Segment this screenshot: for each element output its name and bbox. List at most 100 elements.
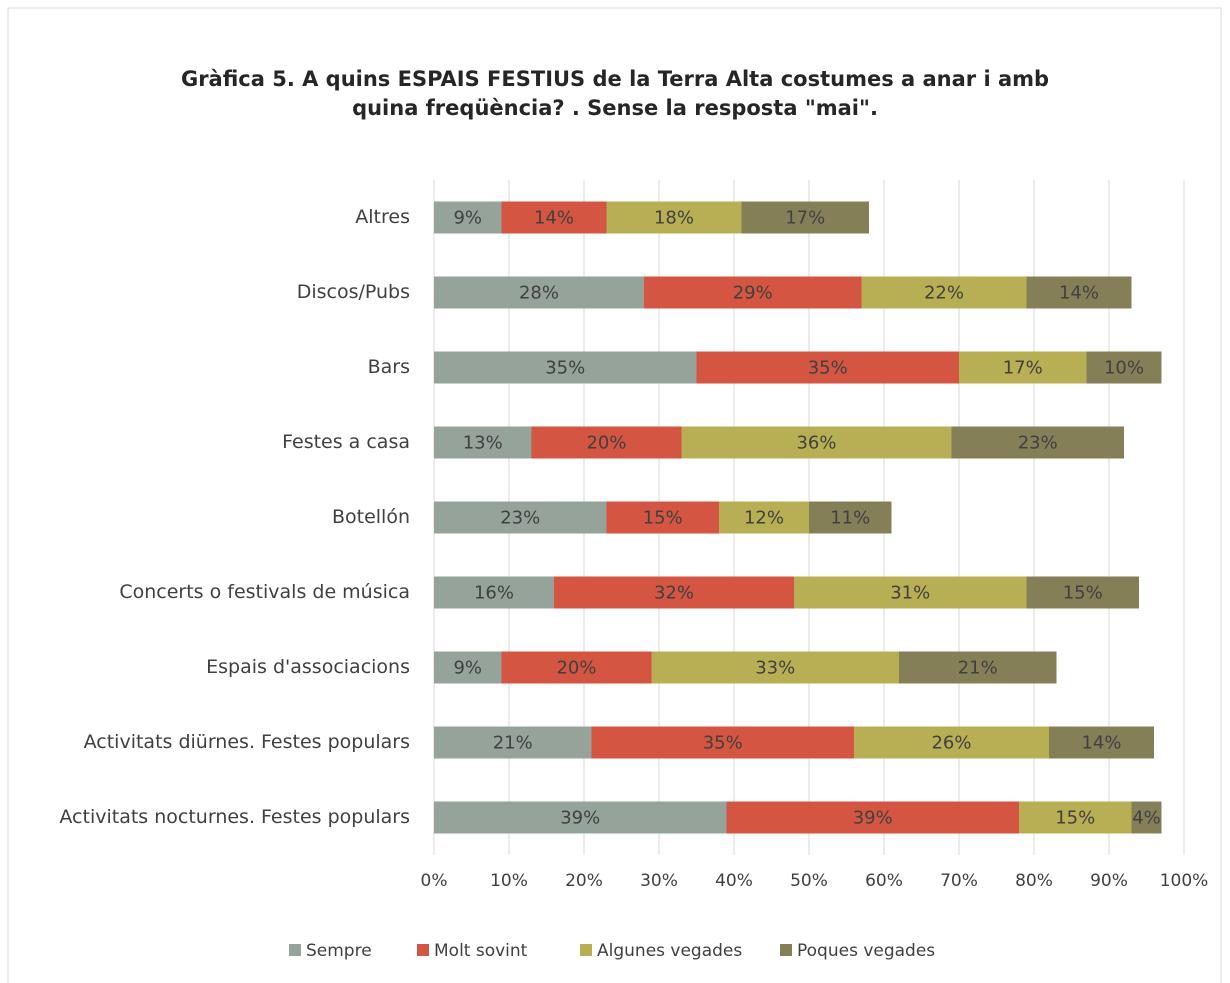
bar-segment [501,201,607,234]
chart-frame [7,7,1222,983]
bar-segment [959,351,1087,384]
x-tick-label: 100% [1160,871,1209,891]
y-tick-label: Activitats nocturnes. Festes populars [59,806,410,828]
bar-segment [501,651,652,684]
y-tick-label: Espais d'associacions [206,656,410,678]
data-label: 29% [733,283,773,304]
data-label: 4% [1132,808,1161,829]
bar-segment [651,651,899,684]
data-label: 35% [545,358,585,379]
y-tick-label: Concerts o festivals de música [119,581,410,603]
bar-segment [606,201,742,234]
data-label: 10% [1104,358,1144,379]
x-tick-label: 90% [1090,871,1128,891]
data-label: 20% [586,433,626,454]
data-label: 9% [453,208,482,229]
bar-segment [1026,576,1139,609]
bar-segment [1026,276,1132,309]
bar-segment [434,726,592,759]
x-tick-label: 40% [715,871,753,891]
bar-segment [434,426,532,459]
bar-segment [644,276,862,309]
data-label: 26% [931,733,971,754]
data-label: 17% [785,208,825,229]
data-label: 14% [1059,283,1099,304]
bar-segment [434,651,502,684]
data-label: 23% [500,508,540,529]
bar-segment [434,801,727,834]
bar-segment [434,501,607,534]
bar-segment [741,201,869,234]
legend-label: Sempre [306,941,372,961]
bar-segment [1049,726,1154,759]
bar-segment [899,651,1057,684]
y-tick-label: Botellón [332,506,410,528]
legend-swatch [580,944,592,956]
x-tick-label: 0% [421,871,448,891]
bar-segment [861,276,1027,309]
bar-segment [591,726,854,759]
x-tick-label: 60% [865,871,903,891]
bar-segment [434,201,502,234]
bar-segment [719,501,809,534]
legend-swatch [289,944,301,956]
legend-swatch [417,944,429,956]
bar-segment [854,726,1049,759]
data-label: 17% [1003,358,1043,379]
data-label: 21% [958,658,998,679]
x-tick-label: 10% [490,871,528,891]
y-tick-label: Bars [368,356,410,378]
data-label: 22% [924,283,964,304]
bar-segment [1131,801,1162,834]
bar-segment [951,426,1124,459]
bar-segment [531,426,682,459]
bar-segment [606,501,719,534]
bar-segment [434,351,697,384]
x-tick-label: 30% [640,871,678,891]
data-label: 23% [1018,433,1058,454]
y-tick-label: Festes a casa [282,431,410,453]
chart-title: Gràfica 5. A quins ESPAIS FESTIUS de la … [181,67,1049,91]
data-label: 39% [560,808,600,829]
data-label: 20% [556,658,596,679]
bar-segment [554,576,794,609]
legend-label: Molt sovint [434,941,528,961]
bar-segment [434,576,554,609]
bar-segment [1019,801,1132,834]
bar-segment [696,351,959,384]
bar-segment [434,276,644,309]
x-tick-label: 70% [940,871,978,891]
bar-segment [726,801,1019,834]
data-label: 21% [493,733,533,754]
data-label: 12% [744,508,784,529]
y-tick-label: Altres [355,206,410,228]
legend-label: Algunes vegades [597,941,742,961]
data-label: 18% [654,208,694,229]
data-label: 35% [808,358,848,379]
data-label: 28% [519,283,559,304]
data-label: 16% [474,583,514,604]
x-tick-label: 80% [1015,871,1053,891]
y-tick-label: Activitats diürnes. Festes populars [84,731,410,753]
data-label: 39% [853,808,893,829]
bar-segment [681,426,952,459]
data-label: 14% [1081,733,1121,754]
data-label: 14% [534,208,574,229]
data-label: 15% [1063,583,1103,604]
data-label: 35% [703,733,743,754]
data-label: 15% [643,508,683,529]
data-label: 15% [1055,808,1095,829]
data-label: 36% [796,433,836,454]
data-label: 13% [463,433,503,454]
bar-segment [794,576,1027,609]
y-tick-label: Discos/Pubs [297,281,410,303]
data-label: 31% [890,583,930,604]
bar-segment [1086,351,1162,384]
data-label: 11% [830,508,870,529]
bar-segment [809,501,892,534]
legend-label: Poques vegades [797,941,935,961]
data-label: 9% [453,658,482,679]
data-label: 32% [654,583,694,604]
chart-title: quina freqüència? . Sense la resposta "m… [352,96,878,120]
